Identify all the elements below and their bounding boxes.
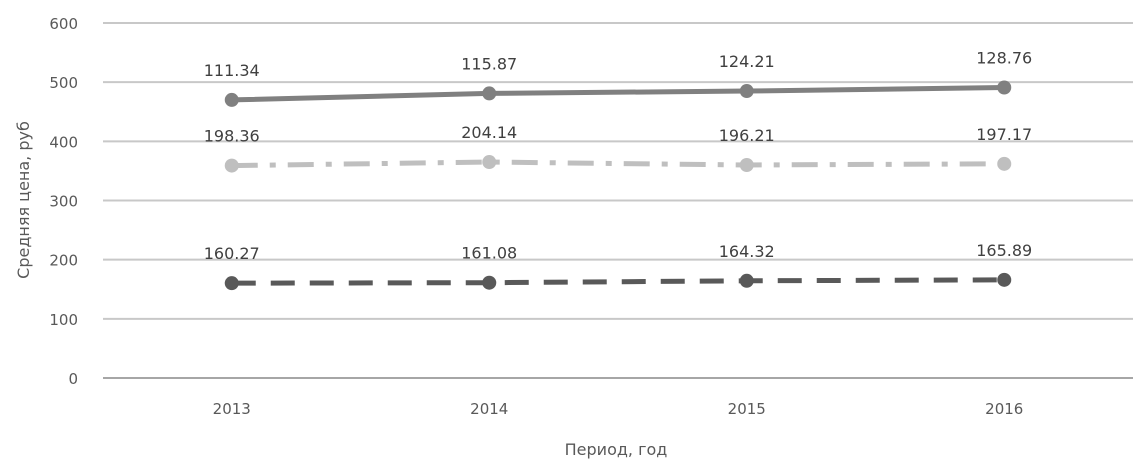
data-point (997, 80, 1012, 95)
y-tick-label: 300 (49, 193, 78, 211)
y-axis-title: Средняя цена, руб (14, 121, 33, 279)
data-point (224, 276, 239, 291)
data-point (739, 84, 754, 99)
data-label: 197.17 (976, 125, 1032, 144)
data-label: 204.14 (461, 123, 517, 142)
data-label: 165.89 (976, 241, 1032, 260)
y-tick-label: 200 (49, 252, 78, 270)
series-line (231, 277, 1005, 286)
data-point (224, 158, 239, 173)
data-label: 161.08 (461, 244, 517, 263)
data-label: 115.87 (461, 54, 517, 73)
x-tick-label: 2015 (728, 400, 766, 418)
data-labels: 111.34 115.87 124.21 128.76 198.36 204.14 196.… (204, 48, 1032, 263)
series-line (231, 84, 1005, 103)
data-point (739, 273, 754, 288)
data-point (482, 155, 497, 170)
data-label: 198.36 (204, 127, 260, 146)
data-point (224, 92, 239, 107)
series-lines (224, 80, 1012, 291)
x-tick-label: 2014 (470, 400, 508, 418)
y-tick-label: 0 (68, 370, 78, 388)
data-point (997, 156, 1012, 171)
data-label: 160.27 (204, 244, 260, 263)
y-tick-label: 600 (49, 15, 78, 33)
series-line (231, 159, 1005, 169)
x-tick-label: 2016 (985, 400, 1023, 418)
data-point (997, 272, 1012, 287)
x-tick-label: 2013 (213, 400, 251, 418)
y-tick-label: 500 (49, 74, 78, 92)
data-label: 124.21 (719, 52, 775, 71)
data-point (482, 275, 497, 290)
x-axis-title: Период, год (565, 440, 668, 459)
gridlines (103, 22, 1133, 379)
data-label: 196.21 (719, 126, 775, 145)
y-tick-label: 100 (49, 311, 78, 329)
data-point (739, 158, 754, 172)
x-axis-ticks: 2013 2014 2015 2016 (213, 400, 1024, 418)
data-point (482, 86, 497, 101)
data-label: 128.76 (976, 48, 1032, 67)
y-axis-ticks: 0 100 200 300 400 500 600 (49, 15, 78, 388)
data-label: 111.34 (204, 61, 260, 80)
y-tick-label: 400 (49, 133, 78, 151)
data-label: 164.32 (719, 242, 775, 261)
